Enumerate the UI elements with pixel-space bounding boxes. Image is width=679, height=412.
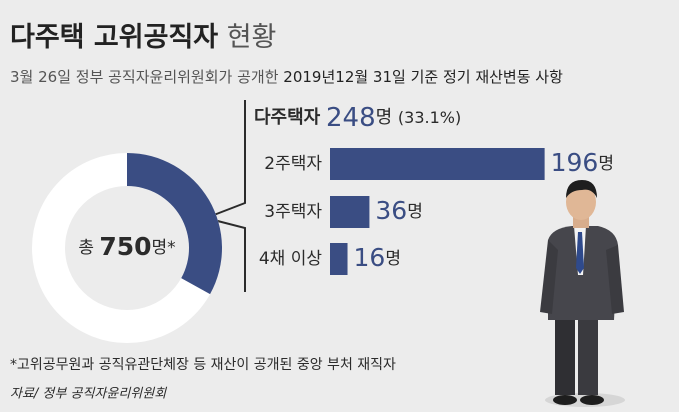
value-unit: 명 (385, 249, 401, 269)
center-total: 750 (99, 232, 151, 261)
center-prefix: 총 (78, 238, 94, 258)
center-suffix: 명* (152, 238, 176, 258)
bar (330, 148, 545, 180)
title-bold: 다주택 고위공직자 (10, 22, 218, 53)
category-label: 4채 이상 (259, 249, 322, 269)
donut-segment (127, 153, 222, 295)
title: 다주택 고위공직자 현황 (10, 22, 276, 53)
highlight-share: (33.1%) (398, 108, 461, 127)
value-number: 36 (375, 196, 407, 225)
subtitle-lead: 3월 26일 정부 공직자윤리위원회가 공개한 (10, 68, 279, 86)
highlight-unit: 명 (376, 107, 393, 128)
highlight-value: 248 (326, 103, 376, 133)
bar (330, 243, 348, 275)
subtitle-emphasis: 2019년12월 31일 기준 정기 재산변동 사항 (283, 68, 563, 86)
category-label: 2주택자 (264, 154, 322, 174)
person-illustration (540, 180, 625, 407)
value-label: 16명 (354, 243, 401, 272)
value-unit: 명 (598, 154, 614, 174)
value-label: 196명 (551, 148, 614, 177)
bar (330, 196, 370, 228)
highlight-name: 다주택자 (254, 107, 321, 128)
value-unit: 명 (407, 202, 423, 222)
title-light: 현황 (227, 22, 277, 53)
category-label: 3주택자 (264, 202, 322, 222)
source: 자료/ 정부 공직자윤리위원회 (10, 387, 167, 402)
value-number: 196 (551, 148, 599, 177)
value-number: 16 (354, 243, 386, 272)
highlight-header: 다주택자 248명 (33.1%) (254, 103, 461, 133)
donut-center: 총 750명* (78, 232, 175, 261)
value-label: 36명 (375, 196, 422, 225)
subtitle: 3월 26일 정부 공직자윤리위원회가 공개한 2019년12월 31일 기준 … (10, 68, 563, 86)
footnote: *고위공무원과 공직유관단체장 등 재산이 공개된 중앙 부처 재직자 (10, 357, 396, 373)
